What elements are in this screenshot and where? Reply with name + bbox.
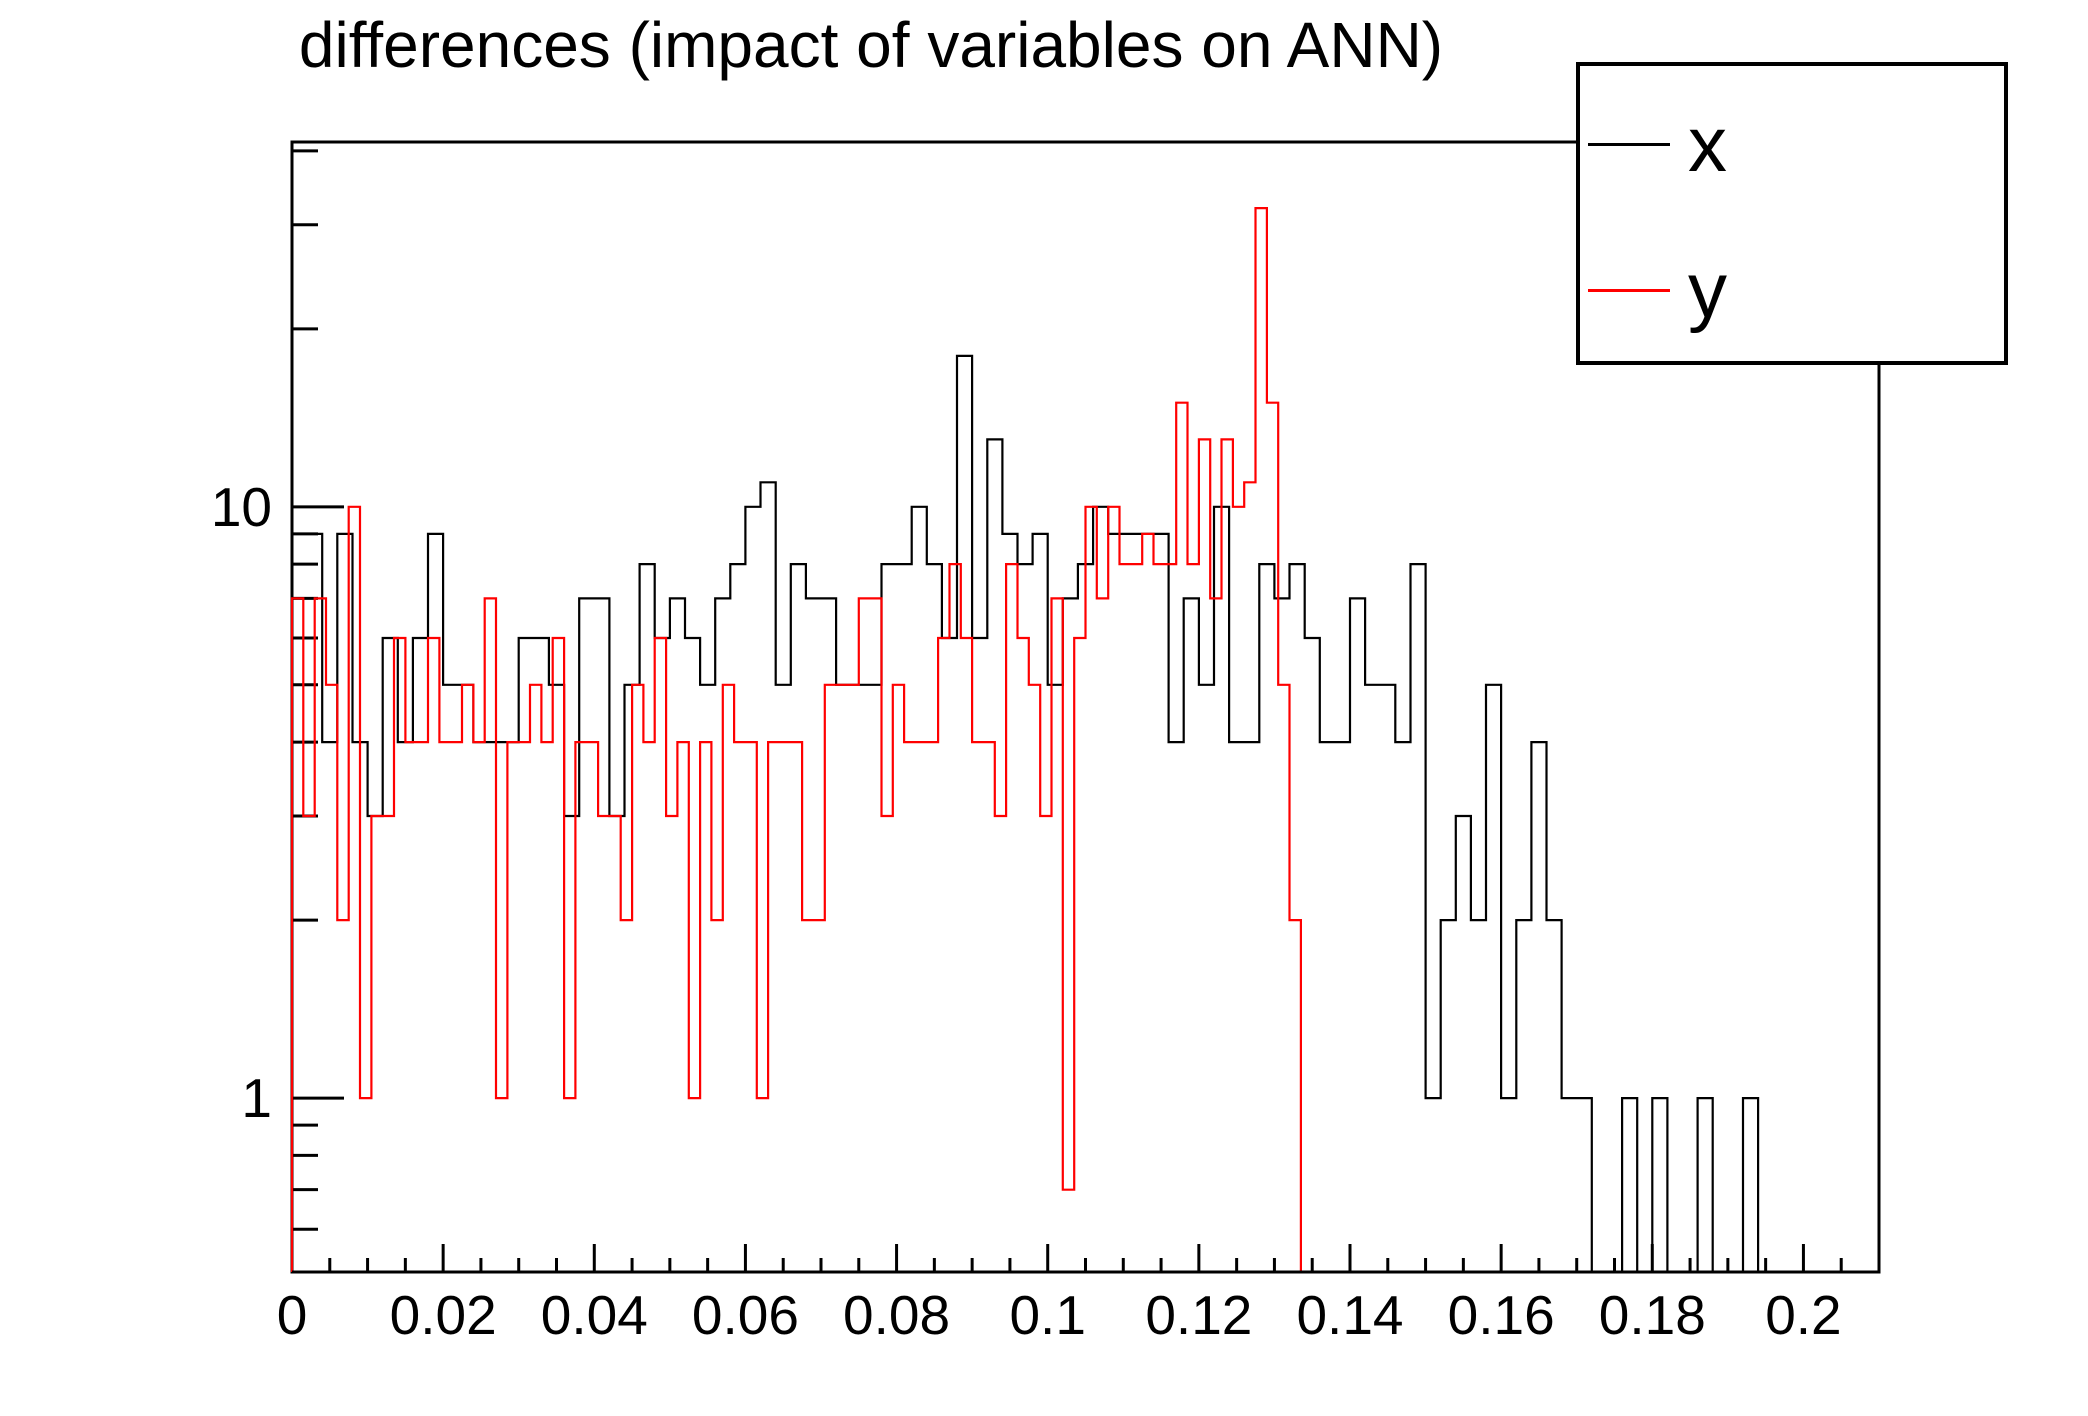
svg-text:0.12: 0.12 — [1145, 1284, 1252, 1346]
chart-title: differences (impact of variables on ANN) — [298, 9, 1444, 81]
svg-text:0.2: 0.2 — [1765, 1284, 1841, 1346]
svg-text:0.08: 0.08 — [843, 1284, 950, 1346]
svg-text:0: 0 — [277, 1284, 308, 1346]
legend-entry-y: y — [1580, 250, 2004, 330]
svg-text:10: 10 — [211, 476, 272, 538]
series-y — [290, 207, 1302, 1272]
legend-marker-y-line — [1588, 288, 1670, 292]
svg-text:1: 1 — [241, 1067, 272, 1129]
legend-label-y: y — [1688, 246, 1727, 334]
series-x — [290, 354, 1760, 1274]
svg-text:0.18: 0.18 — [1599, 1284, 1706, 1346]
svg-text:0.04: 0.04 — [541, 1284, 648, 1346]
svg-text:0.06: 0.06 — [692, 1284, 799, 1346]
legend-entry-x: x — [1580, 104, 2004, 184]
svg-text:0.14: 0.14 — [1296, 1284, 1403, 1346]
legend-marker-x-line — [1588, 142, 1670, 146]
svg-text:0.16: 0.16 — [1448, 1284, 1555, 1346]
svg-text:0.1: 0.1 — [1009, 1284, 1085, 1346]
legend-box: x y — [1576, 62, 2008, 365]
svg-text:0.02: 0.02 — [390, 1284, 497, 1346]
legend-label-x: x — [1688, 100, 1727, 188]
